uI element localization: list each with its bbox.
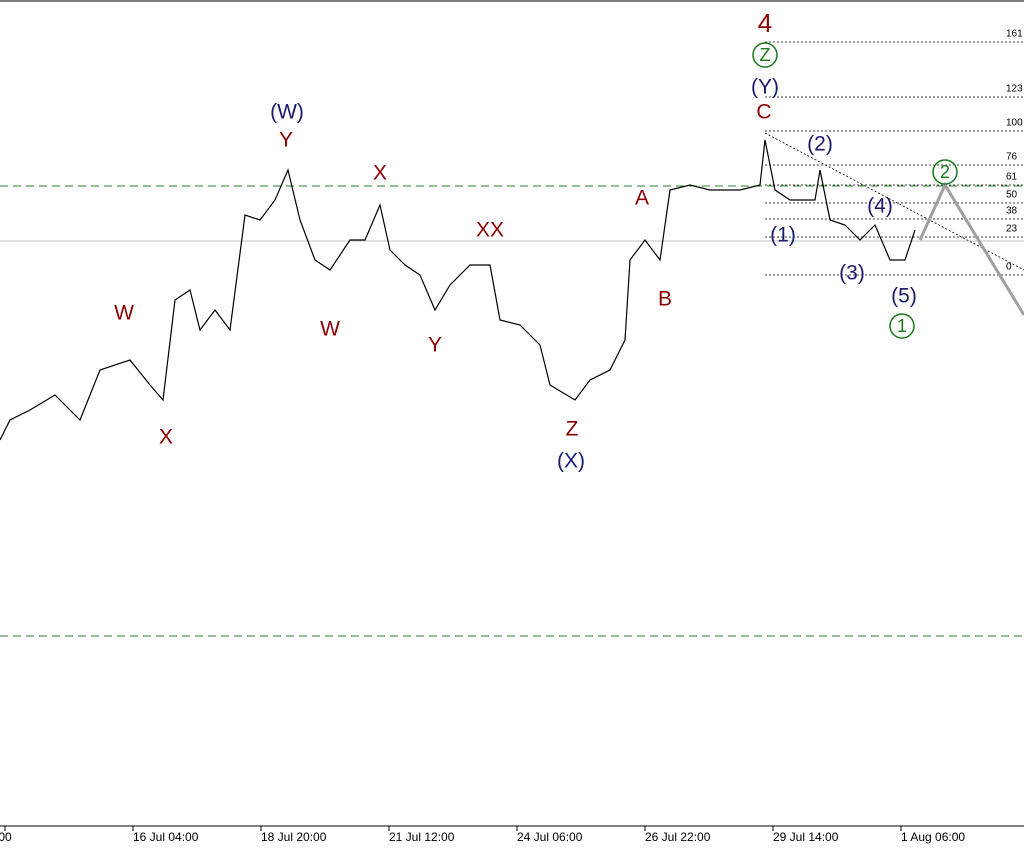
wave-circle <box>932 159 958 185</box>
wave-label: Y <box>428 334 442 357</box>
price-line <box>918 181 1024 316</box>
x-tick-label: 24 Jul 06:00 <box>517 830 583 844</box>
wave-label: XX <box>476 219 504 242</box>
wave-label: 1 <box>897 316 907 336</box>
wave-label: X <box>373 162 387 185</box>
wave-label: 4 <box>758 8 772 38</box>
fib-label: 50 <box>1006 190 1018 201</box>
wave-label: C <box>756 101 771 124</box>
wave-label: (3) <box>839 262 865 285</box>
wave-label: (5) <box>891 285 917 308</box>
x-tick-label: 16 Jul 04:00 <box>133 830 199 844</box>
wave-label: X <box>159 426 173 449</box>
fib-label: 23 <box>1006 224 1018 235</box>
x-tick-label: 1 Aug 06:00 <box>901 830 965 844</box>
wave-label: B <box>658 288 672 311</box>
wave-label: (2) <box>807 133 833 156</box>
x-tick-label: 21 Jul 12:00 <box>389 830 455 844</box>
trend-line <box>764 132 1024 271</box>
x-tick-label: 18 Jul 20:00 <box>261 830 327 844</box>
wave-label: (Y) <box>751 76 779 99</box>
wave-label: Z <box>566 418 579 441</box>
axis-layer: 00 16 Jul 04:00 18 Jul 20:00 21 Jul 12:00 24… <box>0 8 965 844</box>
wave-label: 2 <box>940 162 950 182</box>
plot-area: 161 123 100 76 61 50 38 23 0 <box>0 29 1024 637</box>
price-line <box>0 139 916 441</box>
wave-label: (W) <box>270 101 304 124</box>
wave-label: (4) <box>867 195 893 218</box>
x-tick-label: 29 Jul 14:00 <box>773 830 839 844</box>
fib-label: 100 <box>1006 118 1023 129</box>
fib-label: 76 <box>1006 152 1018 163</box>
wave-circle <box>752 42 778 68</box>
fib-label: 38 <box>1006 206 1018 217</box>
fib-label: 161 <box>1006 29 1023 40</box>
wave-label: Z <box>760 45 771 65</box>
wave-label: (1) <box>770 224 796 247</box>
wave-label: Y <box>279 129 293 152</box>
wave-label: (X) <box>557 450 585 473</box>
x-tick-label: 26 Jul 22:00 <box>645 830 711 844</box>
wave-label: W <box>114 302 134 325</box>
fib-label: 61 <box>1006 172 1018 183</box>
wave-circle <box>889 313 915 339</box>
x-tick-label: 00 <box>0 830 12 844</box>
fib-label: 123 <box>1006 84 1023 95</box>
wave-label: A <box>635 187 649 210</box>
fib-label: 0 <box>1006 262 1012 273</box>
wave-label: W <box>320 318 340 341</box>
